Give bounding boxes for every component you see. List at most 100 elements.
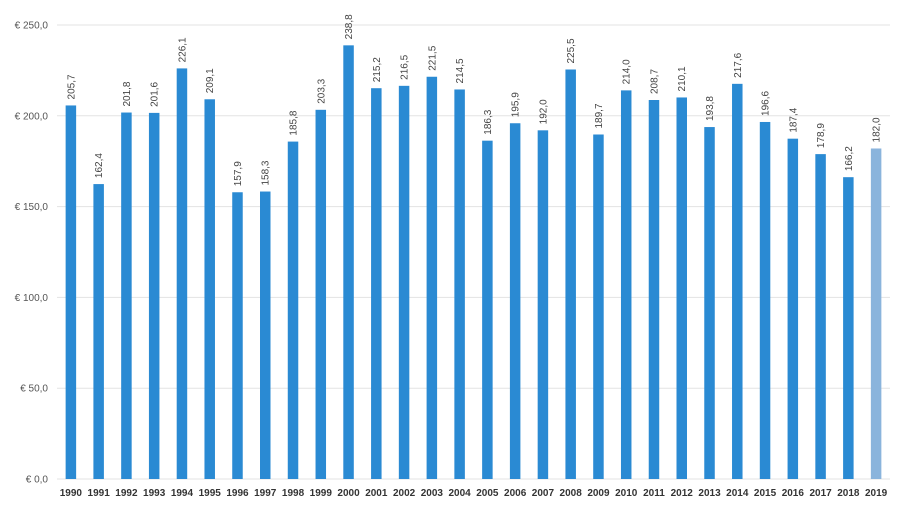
data-label: 186,3 <box>483 109 494 134</box>
x-tick-label: 1991 <box>88 488 111 499</box>
bar <box>815 154 826 479</box>
data-label: 178,9 <box>816 123 827 148</box>
data-label: 201,6 <box>150 81 161 106</box>
bar <box>676 97 687 479</box>
y-tick-label: € 100,0 <box>15 293 49 304</box>
bar <box>565 69 576 479</box>
data-label: 182,0 <box>872 117 883 142</box>
data-label: 205,7 <box>66 74 77 99</box>
x-tick-label: 2006 <box>504 488 527 499</box>
y-tick-label: € 50,0 <box>20 384 48 395</box>
data-labels: 205,7 162,4 201,8 201,6 226,1 209,1 157,9 158,3… <box>66 14 882 186</box>
bar <box>65 105 77 480</box>
x-tick-label: 2009 <box>587 488 610 499</box>
x-tick-label: 2018 <box>837 488 860 499</box>
x-tick-label: 2011 <box>643 488 665 499</box>
x-tick-label: 2016 <box>782 488 805 499</box>
data-label: 195,9 <box>511 92 522 117</box>
bar <box>287 141 299 479</box>
data-label: 208,7 <box>649 69 660 94</box>
bar <box>732 83 743 479</box>
bar <box>787 138 799 480</box>
data-label: 203,3 <box>316 78 327 103</box>
bar <box>343 45 354 479</box>
x-tick-label: 2012 <box>671 488 694 499</box>
data-label: 166,2 <box>844 146 855 171</box>
x-tick-label: 2013 <box>698 488 721 499</box>
y-tick-label: € 200,0 <box>15 111 49 122</box>
x-tick-label: 2017 <box>809 488 832 499</box>
x-tick-label: 1997 <box>254 488 277 499</box>
data-label: 209,1 <box>205 68 216 93</box>
data-label: 157,9 <box>233 161 244 186</box>
x-tick-label: 2005 <box>476 488 499 499</box>
data-label: 201,8 <box>122 81 133 106</box>
bar <box>426 76 438 480</box>
x-tick-label: 2000 <box>337 488 360 499</box>
data-label: 187,4 <box>788 107 799 132</box>
bar <box>148 112 160 479</box>
data-label: 238,8 <box>344 14 355 39</box>
x-tick-label: 1996 <box>226 488 249 499</box>
bar <box>593 134 604 479</box>
data-label: 226,1 <box>177 37 188 62</box>
data-label: 196,6 <box>761 91 772 116</box>
bar <box>454 89 465 479</box>
bars <box>65 45 882 480</box>
data-label: 221,5 <box>427 45 438 70</box>
bar <box>176 68 188 479</box>
x-tick-label: 2008 <box>560 488 583 499</box>
bar <box>232 192 243 479</box>
data-label: 162,4 <box>94 153 105 178</box>
x-tick-label: 2015 <box>754 488 777 499</box>
y-tick-label: € 150,0 <box>15 202 49 213</box>
bar <box>93 184 104 479</box>
data-label: 185,8 <box>289 110 300 135</box>
x-tick-label: 2002 <box>393 488 416 499</box>
data-label: 214,5 <box>455 58 466 83</box>
data-label: 214,0 <box>622 59 633 84</box>
data-label: 225,5 <box>566 38 577 63</box>
bar <box>648 100 660 480</box>
bar <box>315 109 327 480</box>
x-tick-label: 2004 <box>448 488 471 499</box>
x-axis: 1990 1991 1992 1993 1994 1995 1996 1997 1998 1999… <box>60 488 888 499</box>
x-tick-label: 1998 <box>282 488 305 499</box>
x-tick-label: 1995 <box>199 488 222 499</box>
x-tick-label: 2003 <box>421 488 444 499</box>
data-label: 192,0 <box>538 99 549 124</box>
x-tick-label: 2010 <box>615 488 638 499</box>
bar <box>843 177 854 480</box>
x-tick-label: 2007 <box>532 488 555 499</box>
bar <box>704 127 715 479</box>
bar <box>371 88 382 479</box>
x-tick-label: 2014 <box>726 488 749 499</box>
bar <box>204 99 215 479</box>
bar <box>260 191 271 479</box>
data-label: 189,7 <box>594 103 605 128</box>
x-tick-label: 2001 <box>365 488 388 499</box>
x-tick-label: 1993 <box>143 488 166 499</box>
data-label: 215,2 <box>372 57 383 82</box>
x-tick-label: 1999 <box>310 488 333 499</box>
bar <box>537 130 549 479</box>
data-label: 210,1 <box>677 66 688 91</box>
bar <box>870 148 882 479</box>
bar <box>121 112 132 480</box>
data-label: 158,3 <box>261 160 272 185</box>
data-label: 216,5 <box>400 54 411 79</box>
bar <box>398 85 410 479</box>
bar <box>482 140 493 479</box>
x-tick-label: 1990 <box>60 488 83 499</box>
y-axis: € 0,0 € 50,0 € 100,0 € 150,0 € 200,0 € 250,0 <box>15 21 49 486</box>
y-tick-label: € 0,0 <box>26 475 49 486</box>
bar <box>509 123 521 479</box>
data-label: 193,8 <box>705 96 716 121</box>
x-tick-label: 1992 <box>115 488 138 499</box>
x-tick-label: 2019 <box>865 488 888 499</box>
data-label: 217,6 <box>733 52 744 77</box>
bar <box>620 90 632 479</box>
gridlines <box>57 24 890 480</box>
y-tick-label: € 250,0 <box>15 21 49 32</box>
